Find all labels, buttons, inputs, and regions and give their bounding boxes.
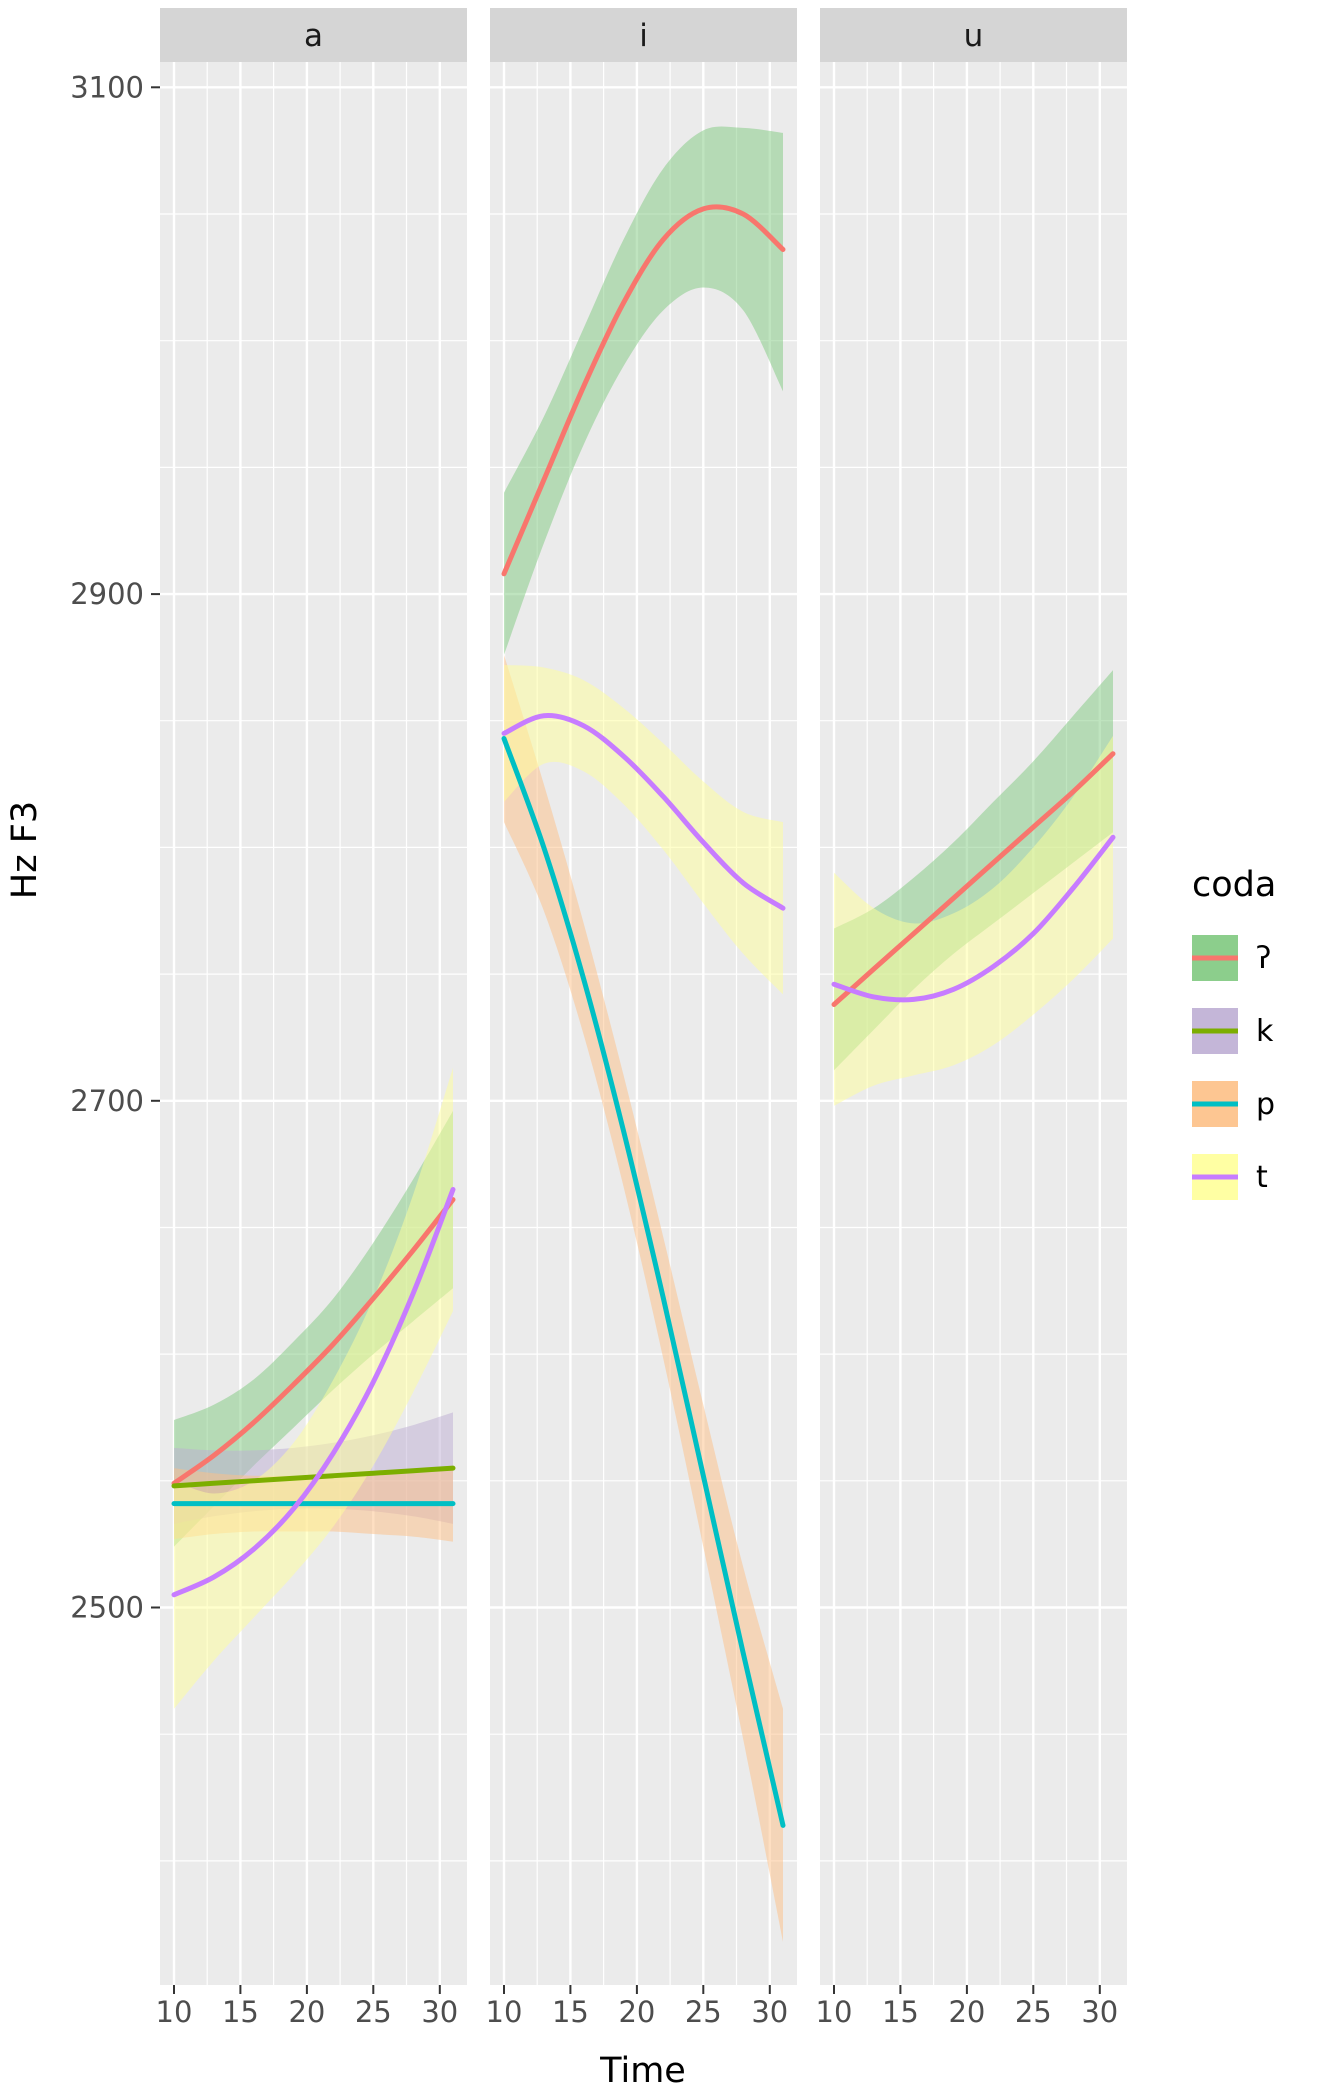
smooth-line-u-glottal-stop xyxy=(831,751,1116,1007)
ribbon-i-p xyxy=(504,654,783,1942)
y-tick-label: 2500 xyxy=(70,1591,144,1625)
ribbon-a-t xyxy=(174,1067,453,1709)
y-tick-label: 3100 xyxy=(70,70,144,104)
smooth-line-u-t xyxy=(831,834,1116,1003)
ribbon-u-t xyxy=(834,735,1113,1106)
panel-series-i xyxy=(501,126,786,1942)
panel-series-u xyxy=(831,670,1116,1106)
legend-label-t: t xyxy=(1256,1160,1268,1195)
x-tick-label: 15 xyxy=(882,1995,919,2029)
ribbon-i-t xyxy=(504,665,783,995)
x-tick-label: 20 xyxy=(948,1995,985,2029)
x-tick-label: 10 xyxy=(486,1995,523,2029)
smooth-line-a-glottal-stop xyxy=(171,1197,456,1486)
ribbon-a-glottal-stop xyxy=(174,1110,453,1547)
facet-label-u: u xyxy=(964,18,984,54)
x-tick-label: 15 xyxy=(222,1995,259,2029)
smooth-line-i-p xyxy=(501,736,786,1828)
x-tick-label: 25 xyxy=(355,1995,392,2029)
legend-label-k: k xyxy=(1256,1014,1274,1049)
smooth-line-a-t xyxy=(171,1187,456,1598)
x-tick-label: 30 xyxy=(751,1995,788,2029)
facet-strip-i xyxy=(490,8,797,62)
ribbon-i-glottal-stop xyxy=(504,126,783,655)
panel-series-a xyxy=(171,1067,456,1709)
x-tick-label: 15 xyxy=(552,1995,589,2029)
legend-title: coda xyxy=(1192,865,1276,905)
smooth-line-i-t xyxy=(501,712,786,911)
facet-label-i: i xyxy=(639,18,648,54)
x-tick-label: 25 xyxy=(1015,1995,1052,2029)
x-tick-label: 30 xyxy=(1081,1995,1118,2029)
smooth-line-i-glottal-stop xyxy=(501,204,786,577)
x-axis-title: Time xyxy=(599,2051,686,2091)
panel-background-a xyxy=(160,62,467,1985)
legend-label-glottal-stop: ʔ xyxy=(1256,941,1271,976)
facet-strip-u xyxy=(820,8,1127,62)
x-tick-label: 10 xyxy=(156,1995,193,2029)
facet-strip-a xyxy=(160,8,467,62)
legend-label-p: p xyxy=(1256,1087,1275,1122)
x-tick-label: 10 xyxy=(816,1995,853,2029)
x-tick-label: 25 xyxy=(685,1995,722,2029)
y-axis-title: Hz F3 xyxy=(5,801,45,899)
y-tick-label: 2700 xyxy=(70,1084,144,1118)
smooth-line-a-k xyxy=(171,1465,456,1489)
x-tick-label: 20 xyxy=(288,1995,325,2029)
x-tick-label: 20 xyxy=(618,1995,655,2029)
x-tick-label: 30 xyxy=(421,1995,458,2029)
y-tick-label: 2900 xyxy=(70,577,144,611)
facet-label-a: a xyxy=(304,18,323,54)
legend: coda ʔ k p t xyxy=(1192,865,1276,1200)
